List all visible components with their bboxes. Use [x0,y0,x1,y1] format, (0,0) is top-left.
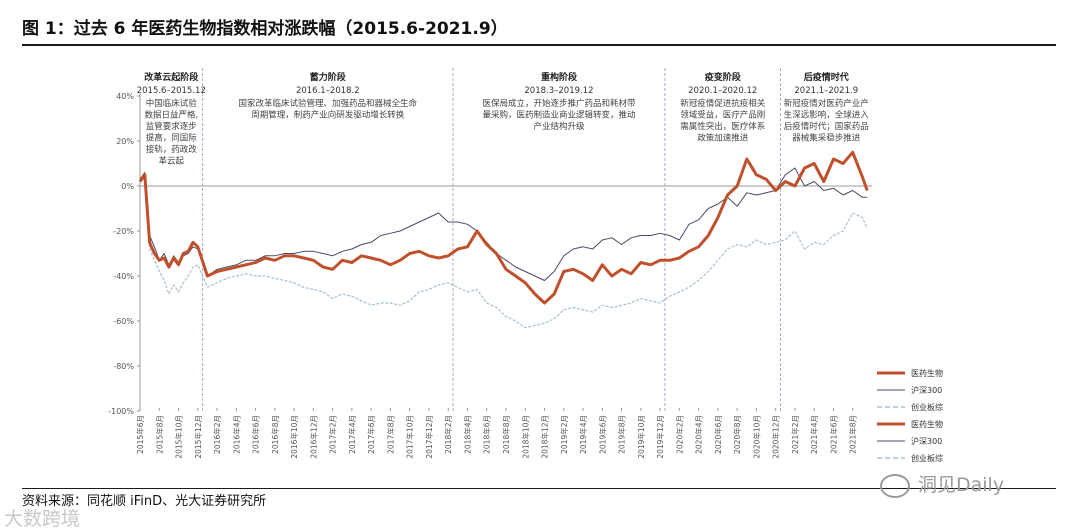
legend-label: 沪深300 [911,385,942,395]
legend-label: 沪深300 [911,436,942,446]
x-tick-label: 2019年8月 [617,415,627,454]
phase-desc-line: 量采购，医药制造业商业逻辑转变，推动 [482,110,636,121]
x-tick-label: 2016年8月 [270,415,280,454]
chart-axes: 40% 20% 0% -20% -40% -60% -80% -100%2015年6月 2015… [108,92,872,459]
phase-title: 改革云起阶段 [144,71,199,83]
phase-title: 疫变阶段 [705,71,742,83]
x-tick-label: 2020年6月 [713,415,723,454]
phase-desc-line: 生深远影响，全球进入 [784,110,870,121]
x-tick-label: 2019年10月 [636,415,646,459]
x-tick-label: 2021年2月 [790,415,800,454]
x-tick-label: 2020年12月 [771,415,781,459]
chart-series [138,150,869,329]
x-tick-label: 2017年8月 [385,415,395,454]
phase-desc-line: 接轨，药政改 [146,144,198,155]
x-tick-label: 2017年12月 [424,415,434,459]
phase-desc-line: 国家改革临床试验管理、加强药品和器械全生命 [239,98,418,109]
chart: 改革云起阶段 2015.6–2015.12 中国临床试验数据日益严格,监管要求逐步提… [108,68,943,463]
figure-title: 图 1：过去 6 年医药生物指数相对涨跌幅（2015.6-2021.9） [22,19,508,39]
y-tick-label: 0% [121,182,134,191]
phase-desc-line: 数据日益严格, [144,110,198,121]
phase-dates: 2015.6–2015.12 [137,86,206,96]
series-line [140,176,868,329]
phase-desc-line: 提高，同国际 [146,133,198,144]
x-tick-label: 2021年4月 [809,415,819,454]
x-tick-label: 2021年8月 [848,415,858,454]
x-tick-label: 2018年6月 [482,415,492,454]
y-tick-label: 20% [116,137,134,146]
legend-label: 创业板综 [911,453,943,463]
x-tick-label: 2017年6月 [366,415,376,454]
x-tick-label: 2019年6月 [597,415,607,454]
watermark-left: 大数跨境 [4,508,81,530]
legend-label: 医药生物 [911,419,943,429]
y-tick-label: -40% [113,272,134,281]
x-tick-label: 2015年10月 [174,415,184,459]
x-tick-label: 2019年12月 [655,415,665,459]
x-tick-label: 2018年12月 [540,415,550,459]
x-tick-label: 2017年2月 [328,415,338,454]
x-tick-label: 2016年12月 [308,415,318,459]
phase-desc-line: 政策加速推进 [697,133,749,144]
x-tick-label: 2020年2月 [674,415,684,454]
phase-title: 蓄力阶段 [310,71,347,83]
phase-desc-line: 器械集采稳步推进 [792,133,861,144]
x-tick-label: 2019年4月 [578,415,588,454]
watermark-right: 洞见Daily [880,470,1004,498]
phase-title: 后疫情时代 [804,71,849,83]
phase-desc-line: 监管要求逐步 [146,121,197,132]
x-tick-label: 2019年2月 [559,415,569,454]
phase-desc-line: 医保局成立，开始逐步推广药品和耗材带 [482,98,636,109]
x-tick-label: 2018年4月 [462,415,472,454]
phase-desc-line: 需属性突出，医疗体系 [680,121,765,132]
phase-title: 重构阶段 [541,71,578,83]
legend-label: 创业板综 [911,402,943,412]
phase-desc-line: 产业结构升级 [533,121,585,132]
x-tick-label: 2016年6月 [251,415,261,454]
phase-desc-line: 新冠疫情对医药产业产 [784,98,869,109]
phase-desc-line: 革云起 [159,156,185,167]
source-note: 资料来源：同花顺 iFinD、光大证券研究所 [22,494,267,509]
x-tick-label: 2015年8月 [154,415,164,454]
phase-dates: 2021.1–2021.9 [794,86,858,96]
y-tick-label: -100% [108,407,134,416]
x-tick-label: 2018年2月 [443,415,453,454]
x-tick-label: 2018年8月 [501,415,511,454]
phase-dates: 2020.1–2020.12 [688,86,757,96]
y-tick-label: -80% [113,362,134,371]
title-rule [22,44,1056,46]
y-tick-label: -60% [113,317,134,326]
phase-desc-line: 中国临床试验 [146,98,198,109]
x-tick-label: 2015年6月 [135,415,145,454]
x-tick-label: 2020年8月 [732,415,742,454]
phase-dates: 2016.1–2018.2 [296,86,360,96]
y-tick-label: -20% [113,227,134,236]
legend-label: 医药生物 [911,368,943,378]
wechat-icon [880,473,910,498]
watermark-right-text: 洞见Daily [918,474,1005,496]
source-rule [22,488,1056,489]
x-tick-label: 2020年4月 [694,415,704,454]
phase-annotations: 改革云起阶段 2015.6–2015.12 中国临床试验数据日益严格,监管要求逐步提… [137,68,870,411]
x-tick-label: 2016年10月 [289,415,299,459]
y-tick-label: 40% [116,92,134,101]
phase-desc-line: 周期管理，制药产业向研发驱动增长转换 [251,110,405,121]
x-tick-label: 2016年4月 [231,415,241,454]
x-tick-label: 2018年10月 [520,415,530,459]
x-tick-label: 2016年2月 [212,415,222,454]
x-tick-label: 2017年4月 [347,415,357,454]
series-line [138,150,869,305]
phase-desc-line: 领域受益，医疗产品刚 [680,110,765,121]
x-tick-label: 2021年6月 [828,415,838,454]
x-tick-label: 2020年10月 [751,415,761,459]
phase-desc-line: 后疫情时代；国家药品 [784,121,869,132]
phase-dates: 2018.3–2019.12 [524,86,593,96]
x-tick-label: 2017年10月 [405,415,415,459]
x-tick-label: 2015年12月 [193,415,203,459]
phase-desc-line: 新冠疫情促进抗疫相关 [680,98,766,109]
